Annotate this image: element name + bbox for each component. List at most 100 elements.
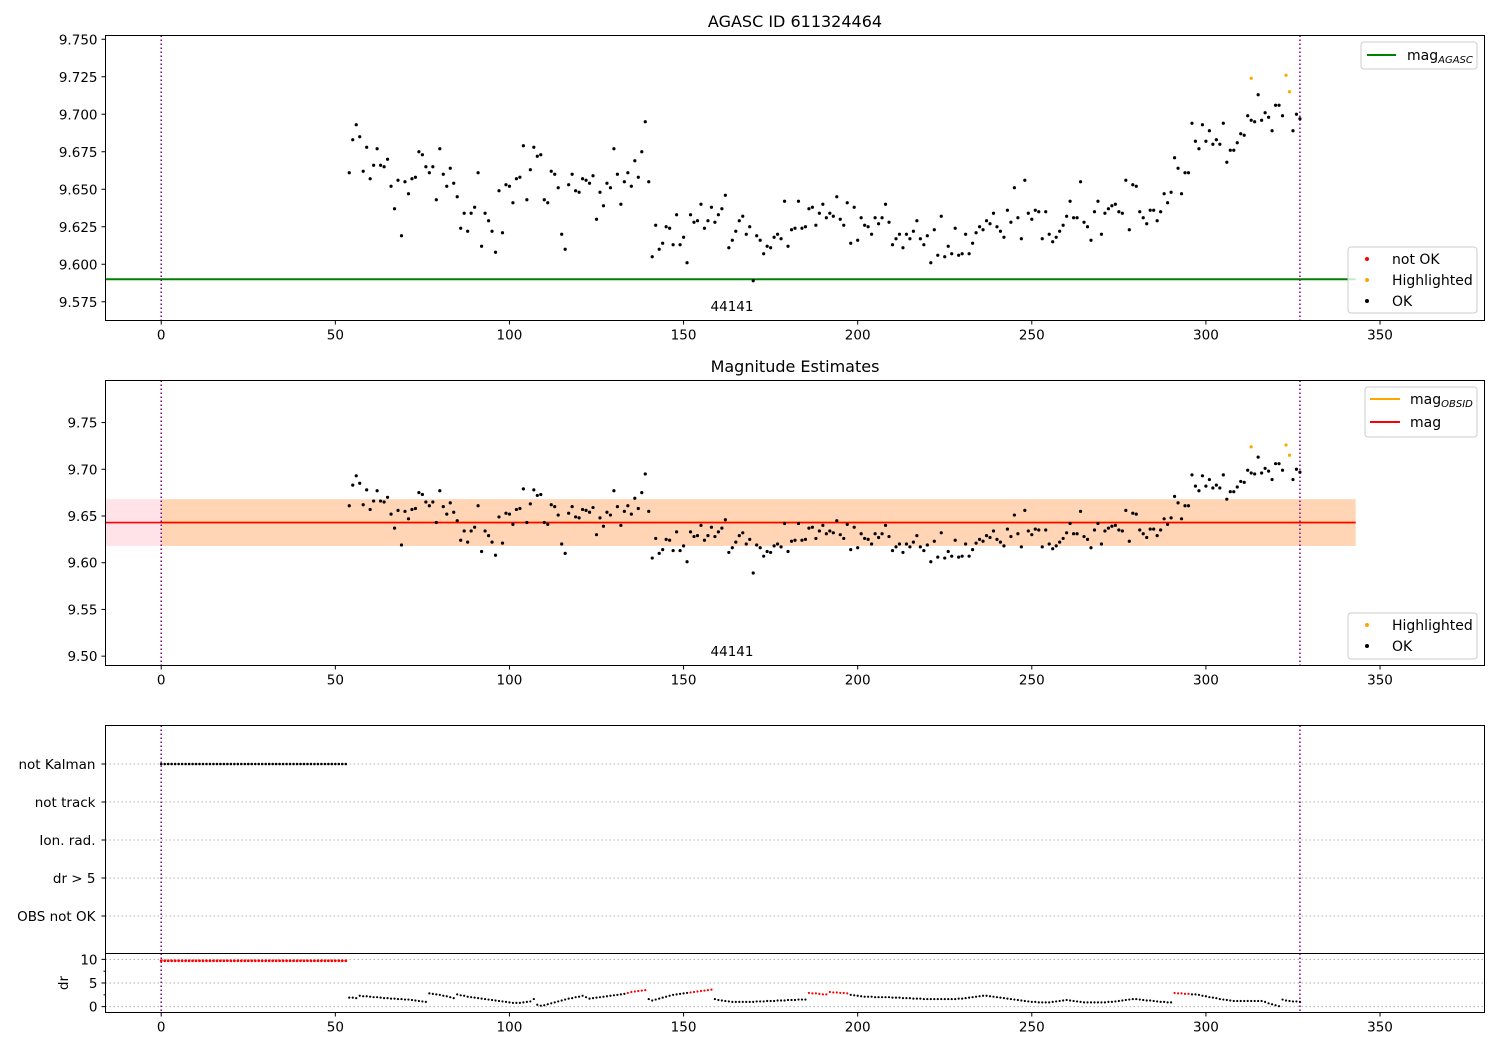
ok-point xyxy=(410,507,414,512)
ok-point xyxy=(368,507,372,512)
x-tick-label: 250 xyxy=(1019,328,1045,344)
ok-point xyxy=(695,219,700,223)
ok-point xyxy=(647,509,651,513)
ok-point xyxy=(1009,534,1013,539)
ok-point xyxy=(929,560,933,564)
dr-point-flagged xyxy=(842,991,845,995)
ok-point xyxy=(970,548,975,552)
ok-point xyxy=(1294,112,1299,116)
dr-point xyxy=(1149,999,1152,1002)
dr-point xyxy=(389,997,393,1000)
ok-point xyxy=(594,533,599,537)
ok-point xyxy=(842,223,846,227)
dr-point xyxy=(612,994,616,997)
ok-point xyxy=(619,202,623,206)
panel1-title: AGASC ID 611324464 xyxy=(708,12,882,31)
dr-point-flagged xyxy=(1176,992,1180,995)
ok-point xyxy=(1016,216,1020,220)
ok-point xyxy=(675,213,679,217)
ok-point xyxy=(984,534,989,538)
ok-point xyxy=(385,495,390,499)
ok-point xyxy=(824,216,828,220)
ok-point xyxy=(431,165,435,169)
legend-label-ok: OK xyxy=(1392,294,1413,310)
ok-point xyxy=(1085,537,1090,541)
dr-point-flagged xyxy=(215,959,219,963)
dr-point-flagged xyxy=(236,959,240,963)
dr-point-flagged xyxy=(340,959,344,963)
ok-point xyxy=(1183,504,1187,508)
ok-point xyxy=(831,531,835,535)
ok-point xyxy=(751,571,755,575)
ok-point xyxy=(525,198,529,202)
ok-point xyxy=(1054,235,1058,239)
y-tick-label: 9.750 xyxy=(59,32,98,48)
ok-point xyxy=(957,253,961,257)
ok-point xyxy=(1207,477,1211,482)
dr-point xyxy=(1277,1005,1281,1008)
dr-point xyxy=(1190,993,1194,996)
dr-point xyxy=(884,996,887,999)
ok-point xyxy=(1044,528,1048,532)
ok-point xyxy=(817,211,821,215)
flag-point xyxy=(201,762,205,766)
dr-point xyxy=(665,995,668,998)
dr-point xyxy=(727,1000,730,1003)
ok-point xyxy=(1065,214,1069,218)
dr-point xyxy=(1201,994,1204,997)
dr-point xyxy=(783,999,786,1002)
panel1-legend-points: not OK Highlighted OK xyxy=(1347,246,1478,314)
y-tick-label: 9.70 xyxy=(67,462,97,478)
ok-point xyxy=(946,244,950,248)
ok-point xyxy=(493,553,498,557)
dr-point xyxy=(971,996,974,999)
ok-point xyxy=(995,537,999,541)
flag-point xyxy=(327,762,330,766)
flag-point xyxy=(233,762,236,766)
dr-point xyxy=(738,1000,741,1004)
ok-point xyxy=(765,549,769,554)
ok-point xyxy=(1186,171,1191,175)
dr-point xyxy=(1281,998,1284,1001)
ok-point xyxy=(1242,480,1246,484)
ok-point xyxy=(796,199,801,203)
dr-point-flagged xyxy=(198,959,201,963)
dr-point xyxy=(1253,999,1256,1003)
ok-point xyxy=(1190,121,1194,125)
ok-point xyxy=(981,228,985,232)
ok-point xyxy=(605,181,609,185)
flag-point xyxy=(292,762,295,766)
ok-point xyxy=(379,163,383,167)
flag-point xyxy=(264,762,267,766)
ok-point xyxy=(1106,207,1111,211)
ok-point xyxy=(483,529,487,533)
dr-point xyxy=(1166,1001,1169,1004)
ok-point xyxy=(852,525,856,529)
dr-point xyxy=(682,992,685,995)
dr-point xyxy=(940,997,943,1001)
ok-point xyxy=(1113,202,1117,206)
ok-point xyxy=(925,234,929,238)
dr-point-flagged xyxy=(166,959,170,963)
dr-point-flagged xyxy=(1187,992,1190,995)
ok-point xyxy=(1127,539,1131,543)
dr-point-flagged xyxy=(337,959,341,963)
dr-tick-label: 5 xyxy=(89,976,98,992)
dr-point xyxy=(915,997,918,1000)
ok-point xyxy=(1148,208,1152,212)
ok-point xyxy=(890,548,895,553)
dr-point xyxy=(762,1000,765,1003)
dr-point xyxy=(525,1000,528,1004)
dr-point-flagged xyxy=(163,959,167,963)
dr-point xyxy=(905,997,908,1000)
ok-point xyxy=(455,195,459,199)
flag-point xyxy=(285,762,288,766)
dr-point xyxy=(658,997,661,1000)
ok-point xyxy=(594,217,599,221)
ok-point xyxy=(1078,180,1083,184)
dr-point xyxy=(1020,999,1023,1002)
flag-point xyxy=(184,762,187,766)
ok-point xyxy=(1249,471,1253,475)
dr-point xyxy=(1142,998,1145,1002)
ok-point xyxy=(657,551,661,555)
